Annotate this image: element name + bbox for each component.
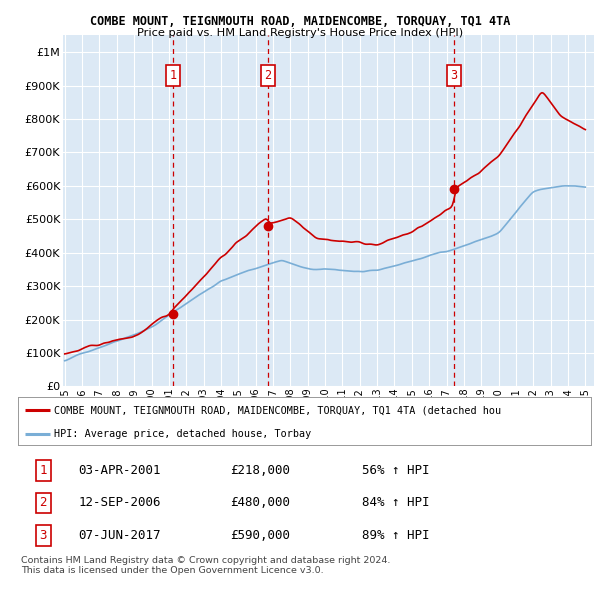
Text: HPI: Average price, detached house, Torbay: HPI: Average price, detached house, Torb…: [54, 430, 311, 440]
Text: 3: 3: [40, 529, 47, 542]
Text: 07-JUN-2017: 07-JUN-2017: [78, 529, 161, 542]
Text: 12-SEP-2006: 12-SEP-2006: [78, 496, 161, 509]
Text: 2: 2: [265, 69, 272, 82]
Text: 2: 2: [40, 496, 47, 509]
Text: 84% ↑ HPI: 84% ↑ HPI: [362, 496, 430, 509]
Text: £218,000: £218,000: [230, 464, 290, 477]
Text: Contains HM Land Registry data © Crown copyright and database right 2024.
This d: Contains HM Land Registry data © Crown c…: [21, 556, 391, 575]
Text: COMBE MOUNT, TEIGNMOUTH ROAD, MAIDENCOMBE, TORQUAY, TQ1 4TA (detached hou: COMBE MOUNT, TEIGNMOUTH ROAD, MAIDENCOMB…: [54, 405, 501, 415]
Text: 1: 1: [170, 69, 177, 82]
Text: 03-APR-2001: 03-APR-2001: [78, 464, 161, 477]
Text: 56% ↑ HPI: 56% ↑ HPI: [362, 464, 430, 477]
Text: 89% ↑ HPI: 89% ↑ HPI: [362, 529, 430, 542]
Text: 3: 3: [451, 69, 458, 82]
Text: Price paid vs. HM Land Registry's House Price Index (HPI): Price paid vs. HM Land Registry's House …: [137, 28, 463, 38]
Text: 1: 1: [40, 464, 47, 477]
Text: £590,000: £590,000: [230, 529, 290, 542]
Text: £480,000: £480,000: [230, 496, 290, 509]
Text: COMBE MOUNT, TEIGNMOUTH ROAD, MAIDENCOMBE, TORQUAY, TQ1 4TA: COMBE MOUNT, TEIGNMOUTH ROAD, MAIDENCOMB…: [90, 15, 510, 28]
